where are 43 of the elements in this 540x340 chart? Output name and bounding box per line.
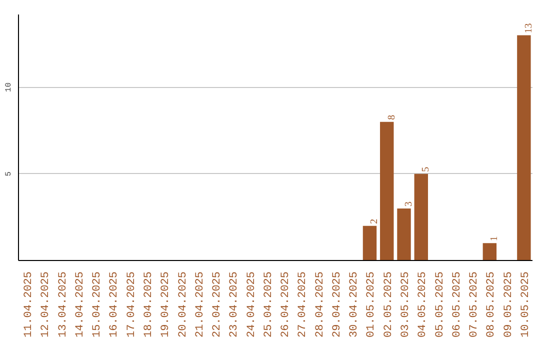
data-label: 8 bbox=[386, 114, 398, 120]
x-tick-label: 11.04.2025 bbox=[23, 271, 36, 338]
x-tick-label: 21.04.2025 bbox=[194, 271, 206, 338]
data-label: 3 bbox=[404, 202, 414, 207]
bar bbox=[517, 35, 531, 260]
x-tick-label: 13.04.2025 bbox=[57, 271, 70, 338]
x-tick-label: 09.05.2025 bbox=[502, 271, 515, 338]
bar bbox=[362, 226, 377, 260]
x-tick-label: 05.05.2025 bbox=[434, 271, 446, 338]
data-label: 1 bbox=[489, 236, 500, 242]
y-tick-label: 10 bbox=[4, 82, 14, 92]
data-label: 2 bbox=[369, 218, 380, 224]
bar bbox=[482, 243, 497, 260]
x-tick-label: 14.04.2025 bbox=[74, 271, 86, 338]
bar bbox=[414, 174, 428, 260]
x-tick-label: 23.04.2025 bbox=[228, 271, 241, 338]
x-tick-label: 28.04.2025 bbox=[314, 271, 326, 338]
x-tick-label: 29.04.2025 bbox=[331, 271, 344, 338]
x-tick-label: 06.05.2025 bbox=[451, 271, 464, 338]
x-tick-label: 22.04.2025 bbox=[212, 271, 224, 338]
x-tick-label: 12.04.2025 bbox=[40, 271, 52, 338]
x-tick-label: 26.04.2025 bbox=[280, 271, 292, 338]
x-tick-label: 15.04.2025 bbox=[92, 271, 104, 338]
x-tick-label: 27.04.2025 bbox=[297, 271, 310, 338]
x-tick-label: 16.04.2025 bbox=[108, 271, 121, 338]
x-tick-label: 17.04.2025 bbox=[126, 271, 138, 338]
x-tick-label: 07.05.2025 bbox=[468, 271, 481, 338]
x-tick-label: 04.05.2025 bbox=[417, 271, 430, 338]
x-tick-label: 10.05.2025 bbox=[520, 271, 532, 338]
x-tick-label: 03.05.2025 bbox=[400, 271, 412, 338]
x-tick-label: 18.04.2025 bbox=[143, 271, 155, 338]
bar bbox=[397, 208, 411, 260]
x-tick-label: 08.05.2025 bbox=[486, 271, 498, 338]
x-tick-label: 19.04.2025 bbox=[160, 271, 172, 338]
x-tick-label: 25.04.2025 bbox=[262, 271, 275, 338]
bar bbox=[380, 122, 394, 260]
data-label: 5 bbox=[420, 166, 432, 172]
data-label: 13 bbox=[523, 23, 534, 34]
x-tick-label: 24.04.2025 bbox=[246, 271, 258, 338]
x-tick-label: 02.05.2025 bbox=[382, 271, 395, 338]
x-tick-label: 20.04.2025 bbox=[177, 271, 190, 338]
x-tick-label: 30.04.2025 bbox=[348, 271, 361, 338]
x-tick-label: 01.05.2025 bbox=[366, 271, 378, 338]
